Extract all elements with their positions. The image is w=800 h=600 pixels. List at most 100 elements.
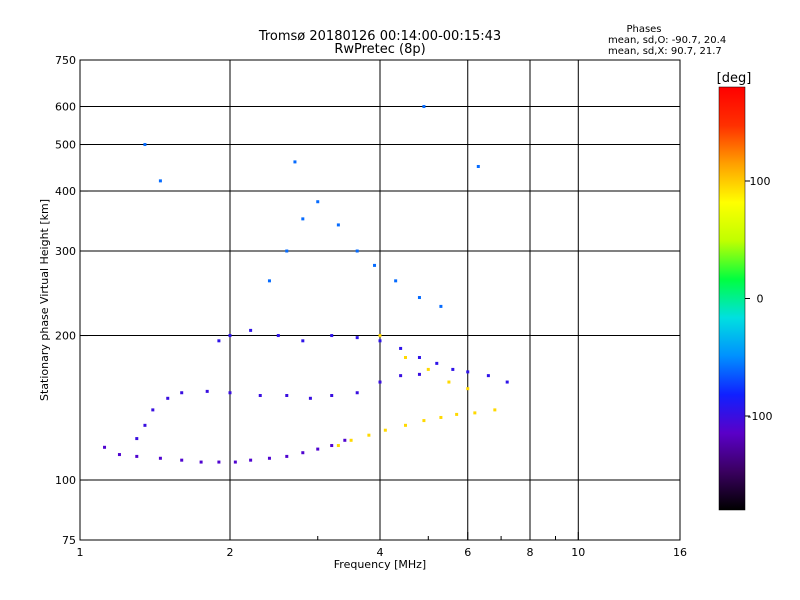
x-tick-label: 2 — [227, 546, 234, 559]
scatter-point — [285, 454, 289, 458]
y-tick-label: 100 — [55, 474, 76, 487]
scatter-point — [439, 415, 443, 419]
scatter-point — [355, 391, 359, 395]
colorbar-ticks: 100 0 -100 — [745, 175, 772, 423]
scatter-point — [143, 423, 147, 427]
scatter-point — [486, 374, 490, 378]
scatter-point — [301, 217, 305, 221]
scatter-point — [135, 454, 139, 458]
scatter-point — [473, 411, 477, 415]
chart-subtitle: RwPretec (8p) — [334, 42, 425, 57]
scatter-point — [117, 453, 121, 457]
scatter-point — [394, 279, 398, 283]
scatter-point — [143, 143, 147, 147]
scatter-point — [330, 444, 334, 448]
scatter-point — [383, 428, 387, 432]
scatter-point — [349, 438, 353, 442]
scatter-point — [435, 361, 439, 365]
scatter-point — [439, 304, 443, 308]
scatter-point — [233, 460, 237, 464]
scatter-point — [447, 380, 451, 384]
scatter-point — [330, 334, 334, 338]
scatter-point — [293, 160, 297, 164]
scatter-point — [493, 408, 497, 412]
y-tick-label: 200 — [55, 330, 76, 343]
scatter-point — [367, 433, 371, 437]
colorbar-tick-label: -100 — [748, 410, 773, 423]
scatter-point — [426, 367, 430, 371]
scatter-point — [378, 339, 382, 343]
y-tick-label: 75 — [62, 534, 76, 547]
scatter-point — [285, 249, 289, 253]
scatter-point — [267, 279, 271, 283]
y-tick-label: 300 — [55, 245, 76, 258]
colorbar-label: [deg] — [717, 71, 752, 86]
scatter-point — [403, 423, 407, 427]
scatter-point — [228, 391, 232, 395]
y-tick-label: 500 — [55, 139, 76, 152]
scatter-point — [180, 458, 184, 462]
x-tick-label: 10 — [571, 546, 585, 559]
scatter-point — [166, 396, 170, 400]
x-axis-label: Frequency [MHz] — [334, 558, 426, 571]
x-tick-label: 4 — [377, 546, 384, 559]
colorbar-tick-label: 100 — [750, 175, 771, 188]
scatter-point — [399, 374, 403, 378]
scatter-point — [417, 296, 421, 300]
scatter-point — [158, 179, 162, 183]
x-tick-label: 16 — [673, 546, 687, 559]
scatter-points — [103, 105, 509, 464]
scatter-point — [378, 380, 382, 384]
scatter-point — [135, 437, 139, 441]
scatter-point — [422, 105, 426, 109]
y-tick-label: 750 — [55, 54, 76, 67]
colorbar — [718, 86, 746, 511]
scatter-point — [316, 447, 320, 451]
scatter-point — [373, 263, 377, 267]
phases-line-o: mean, sd,O: -90.7, 20.4 — [608, 35, 726, 46]
scatter-point — [330, 394, 334, 398]
scatter-point — [455, 412, 459, 416]
scatter-point — [301, 451, 305, 455]
scatter-point — [336, 223, 340, 227]
x-tick-label: 8 — [527, 546, 534, 559]
scatter-point — [180, 391, 184, 395]
y-tick-label: 400 — [55, 185, 76, 198]
scatter-point — [422, 419, 426, 423]
scatter-point — [249, 458, 253, 462]
scatter-point — [417, 355, 421, 359]
scatter-point — [355, 336, 359, 340]
x-tick-label: 6 — [464, 546, 471, 559]
scatter-point — [343, 438, 347, 442]
scatter-point — [217, 339, 221, 343]
scatter-point — [316, 200, 320, 204]
scatter-point — [417, 372, 421, 376]
scatter-point — [258, 394, 262, 398]
scatter-point — [399, 346, 403, 350]
scatter-point — [505, 380, 509, 384]
scatter-point — [276, 334, 280, 338]
scatter-point — [466, 387, 470, 391]
scatter-point — [466, 370, 470, 374]
scatter-point — [103, 445, 107, 449]
scatter-point — [267, 456, 271, 460]
x-axis-ticks: 1 2 4 6 8 10 16 — [77, 532, 687, 559]
x-tick-label: 1 — [77, 546, 84, 559]
y-tick-label: 600 — [55, 101, 76, 114]
scatter-point — [205, 389, 209, 393]
scatter-point — [308, 396, 312, 400]
chart-title: Tromsø 20180126 00:14:00-00:15:43 — [258, 29, 501, 44]
scatter-point — [476, 164, 480, 168]
phases-line-x: mean, sd,X: 90.7, 21.7 — [608, 46, 722, 57]
scatter-point — [151, 408, 155, 412]
y-axis-label: Stationary phase Virtual Height [km] — [38, 199, 51, 401]
scatter-point — [158, 456, 162, 460]
scatter-point — [301, 339, 305, 343]
scatter-point — [378, 334, 382, 338]
scatter-point — [355, 249, 359, 253]
colorbar-tick-label: 0 — [757, 293, 764, 306]
scatter-point — [285, 394, 289, 398]
scatter-point — [336, 444, 340, 448]
scatter-point — [228, 334, 232, 338]
